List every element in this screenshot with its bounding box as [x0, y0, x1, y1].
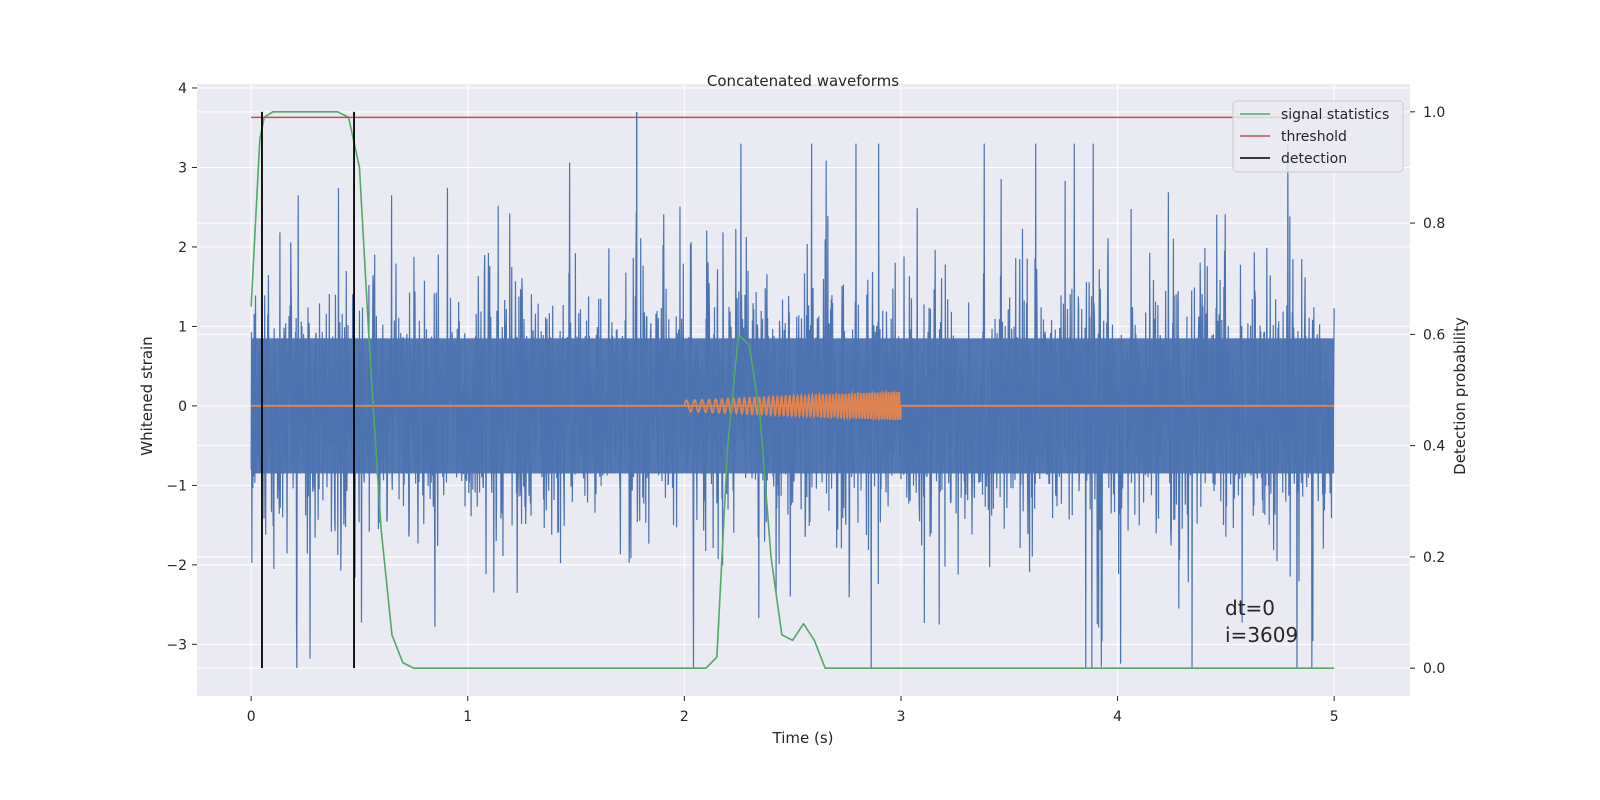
- y2-axis-label: Detection probability: [1451, 317, 1469, 475]
- x-tick-label: 1: [463, 709, 472, 725]
- x-tick-label: 2: [680, 709, 689, 725]
- y2-tick-label: 0.6: [1423, 327, 1445, 343]
- template-chirp: [683, 389, 902, 422]
- legend-box: [1232, 100, 1404, 173]
- annotation-dt: dt=0: [1225, 596, 1275, 620]
- x-axis-label: Time (s): [772, 729, 834, 747]
- legend: signal statistics threshold detection: [1232, 100, 1404, 173]
- detection-series: [261, 111, 355, 669]
- x-tick-label: 3: [897, 709, 906, 725]
- y2-tick-label: 1.0: [1423, 105, 1445, 121]
- legend-label-signal-statistics: signal statistics: [1281, 107, 1389, 123]
- y-axis-label: Whitened strain: [138, 336, 156, 455]
- annotation-index: i=3609: [1225, 623, 1298, 647]
- y-tick-label: 0: [178, 399, 187, 415]
- y-tick-label: 2: [178, 240, 187, 256]
- y-tick-label: −1: [166, 478, 187, 494]
- legend-label-threshold: threshold: [1281, 129, 1347, 145]
- x-tick-label: 0: [247, 709, 256, 725]
- y2-tick-label: 0.0: [1423, 661, 1445, 677]
- legend-label-detection: detection: [1281, 151, 1347, 167]
- signal-statistics-series: [250, 111, 1335, 669]
- chart-title: Concatenated waveforms: [707, 72, 899, 90]
- y-tick-label: 1: [178, 319, 187, 335]
- y2-tick-label: 0.4: [1423, 439, 1445, 455]
- y-tick-label: 3: [178, 160, 187, 176]
- x-tick-label: 4: [1113, 709, 1122, 725]
- y2-tick-label: 0.8: [1423, 216, 1445, 232]
- signal-statistics-line: [250, 111, 1335, 669]
- y-tick-label: −3: [166, 637, 187, 653]
- template-series: [251, 389, 1335, 422]
- axes: 0 1 2 3 4 5 −3 −2 −1 0 1 2 3 4 0.0 0.2 0.4 0.6 0.8 1.0: [166, 81, 1445, 725]
- y2-tick-label: 0.2: [1423, 550, 1445, 566]
- y-tick-label: −2: [166, 558, 187, 574]
- x-tick-label: 5: [1330, 709, 1339, 725]
- y-tick-label: 4: [178, 81, 187, 97]
